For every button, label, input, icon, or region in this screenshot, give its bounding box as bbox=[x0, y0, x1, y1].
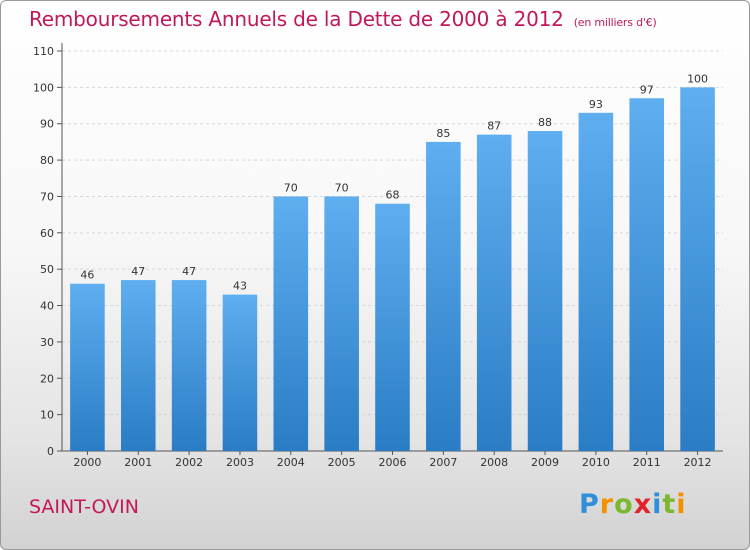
logo-letter: P bbox=[579, 489, 600, 520]
bar-2010 bbox=[578, 112, 614, 452]
bar-2012 bbox=[680, 87, 715, 451]
commune-name: SAINT-OVIN bbox=[29, 496, 139, 518]
bar-2006 bbox=[375, 203, 410, 451]
proxiti-logo[interactable]: Proxiti bbox=[579, 489, 687, 520]
logo-letter: t bbox=[662, 489, 677, 520]
chart-subtitle: (en milliers d'€) bbox=[573, 16, 657, 29]
value-label-2005: 70 bbox=[335, 181, 349, 194]
bar-2011 bbox=[629, 98, 665, 451]
x-tick-label-2007: 2007 bbox=[429, 456, 457, 469]
x-tick-label-2010: 2010 bbox=[582, 456, 610, 469]
y-tick-label: 80 bbox=[40, 154, 54, 167]
bar-2003 bbox=[222, 294, 258, 451]
value-label-2011: 97 bbox=[640, 83, 654, 96]
x-tick-label-2004: 2004 bbox=[277, 456, 305, 469]
bar-2000 bbox=[70, 283, 105, 451]
x-tick-label-2002: 2002 bbox=[175, 456, 203, 469]
y-tick-label: 40 bbox=[40, 300, 54, 313]
x-tick-label-2009: 2009 bbox=[531, 456, 559, 469]
x-tick-label-2000: 2000 bbox=[73, 456, 101, 469]
y-tick-label: 20 bbox=[40, 372, 54, 385]
x-tick-label-2006: 2006 bbox=[379, 456, 407, 469]
bar-2004 bbox=[273, 196, 309, 451]
value-label-2008: 87 bbox=[487, 120, 501, 133]
bar-2001 bbox=[120, 280, 156, 451]
x-tick-label-2008: 2008 bbox=[480, 456, 508, 469]
x-tick-label-2001: 2001 bbox=[124, 456, 152, 469]
y-tick-label: 30 bbox=[40, 336, 54, 349]
bar-2009 bbox=[527, 131, 563, 451]
y-tick-label: 10 bbox=[40, 409, 54, 422]
logo-letter: i bbox=[676, 489, 687, 520]
bar-2005 bbox=[324, 196, 359, 451]
y-tick-label: 60 bbox=[40, 227, 54, 240]
logo-letter: x bbox=[633, 489, 653, 520]
y-tick-label: 100 bbox=[33, 81, 54, 94]
value-label-2010: 93 bbox=[589, 98, 603, 111]
x-tick-label-2005: 2005 bbox=[328, 456, 356, 469]
y-tick-label: 110 bbox=[33, 45, 54, 58]
value-label-2002: 47 bbox=[182, 265, 196, 278]
value-label-2004: 70 bbox=[284, 181, 298, 194]
y-tick-label: 50 bbox=[40, 263, 54, 276]
logo-letter: i bbox=[652, 489, 663, 520]
value-labels: 46 47 47 43 70 70 68 85 87 88 93 97 100 bbox=[80, 72, 708, 292]
value-label-2009: 88 bbox=[538, 116, 552, 129]
chart-title-text: Remboursements Annuels de la Dette de 20… bbox=[29, 7, 564, 31]
y-tick-label: 70 bbox=[40, 190, 54, 203]
bar-2008 bbox=[476, 134, 512, 452]
value-label-2001: 47 bbox=[131, 265, 145, 278]
logo-letter: o bbox=[614, 489, 634, 520]
bar-2002 bbox=[171, 280, 207, 451]
chart-title: Remboursements Annuels de la Dette de 20… bbox=[29, 7, 657, 31]
logo-letter: r bbox=[599, 489, 615, 520]
x-tick-label-2011: 2011 bbox=[633, 456, 661, 469]
value-label-2000: 46 bbox=[80, 269, 94, 282]
x-tick-label-2012: 2012 bbox=[684, 456, 712, 469]
bars bbox=[70, 87, 715, 452]
y-tick-label: 0 bbox=[47, 445, 54, 458]
y-tick-label: 90 bbox=[40, 118, 54, 131]
y-tick-labels: 0 10 20 30 40 50 60 70 80 90 100 110 bbox=[33, 45, 54, 458]
value-label-2012: 100 bbox=[687, 72, 708, 85]
x-tick-labels: 2000 2001 2002 2003 2004 2005 2006 2007 2008 2009… bbox=[73, 456, 711, 469]
bar-2007 bbox=[426, 141, 461, 451]
value-label-2006: 68 bbox=[386, 189, 400, 202]
x-tick-label-2003: 2003 bbox=[226, 456, 254, 469]
value-label-2003: 43 bbox=[233, 280, 247, 293]
value-label-2007: 85 bbox=[436, 127, 450, 140]
